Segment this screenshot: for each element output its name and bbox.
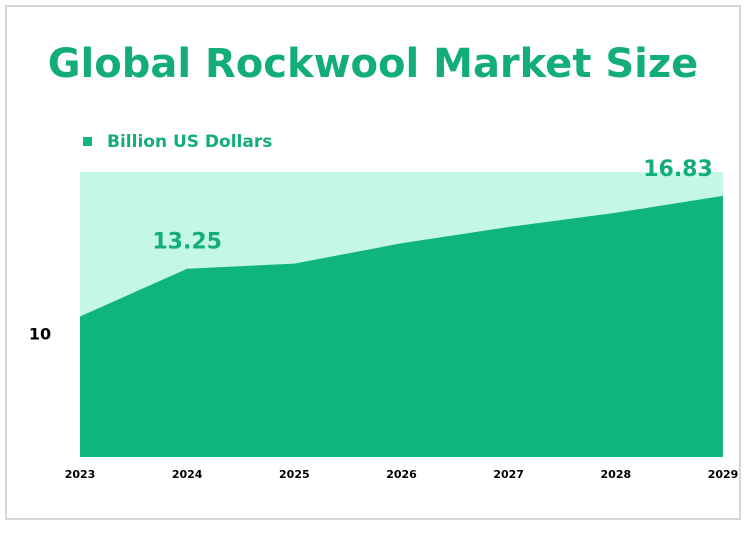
data-label: 16.83	[643, 157, 713, 182]
x-tick-label: 2023	[65, 468, 96, 481]
x-tick-label: 2026	[386, 468, 417, 481]
x-tick-label: 2027	[493, 468, 524, 481]
x-tick-label: 2025	[279, 468, 310, 481]
area	[80, 195, 723, 457]
x-tick-label: 2029	[708, 468, 739, 481]
data-label: 13.25	[152, 230, 222, 255]
chart-title: Global Rockwool Market Size	[48, 41, 699, 87]
y-tick-label: 10	[29, 324, 51, 343]
x-tick-label: 2024	[172, 468, 203, 481]
x-tick-label: 2028	[601, 468, 632, 481]
legend-marker	[83, 137, 92, 146]
legend-label: Billion US Dollars	[107, 132, 272, 152]
